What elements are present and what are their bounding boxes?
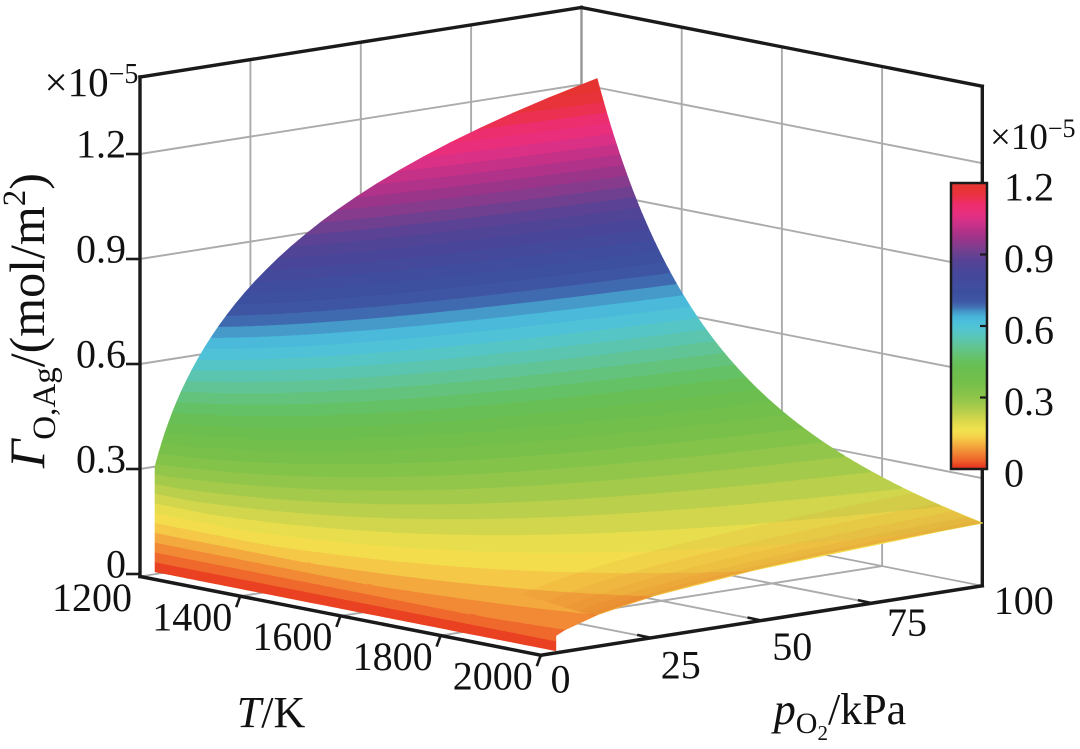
- svg-text:100: 100: [994, 578, 1054, 623]
- svg-text:0.6: 0.6: [1004, 308, 1054, 353]
- svg-text:1600: 1600: [252, 614, 332, 659]
- svg-text:0.3: 0.3: [76, 437, 126, 482]
- svg-text:0: 0: [106, 542, 126, 587]
- svg-text:0.6: 0.6: [76, 332, 126, 377]
- svg-text:25: 25: [661, 642, 701, 687]
- svg-text:75: 75: [887, 600, 927, 645]
- svg-text:ΓO,Ag/(mol/m2): ΓO,Ag/(mol/m2): [0, 173, 63, 469]
- svg-text:T/K: T/K: [237, 688, 306, 737]
- svg-text:0: 0: [1004, 451, 1024, 496]
- svg-text:1.2: 1.2: [76, 122, 126, 167]
- svg-text:0.9: 0.9: [76, 227, 126, 272]
- svg-text:1400: 1400: [152, 595, 232, 640]
- svg-text:pO2/kPa: pO2/kPa: [771, 685, 906, 745]
- svg-text:2000: 2000: [453, 654, 533, 699]
- svg-text:50: 50: [772, 624, 812, 669]
- svg-text:×10−5: ×10−5: [45, 59, 139, 105]
- svg-text:0: 0: [551, 657, 571, 702]
- svg-text:0.3: 0.3: [1004, 379, 1054, 424]
- svg-text:1200: 1200: [52, 575, 132, 620]
- svg-text:1.2: 1.2: [1004, 165, 1054, 210]
- svg-text:0.9: 0.9: [1004, 236, 1054, 281]
- svg-text:1800: 1800: [353, 634, 433, 679]
